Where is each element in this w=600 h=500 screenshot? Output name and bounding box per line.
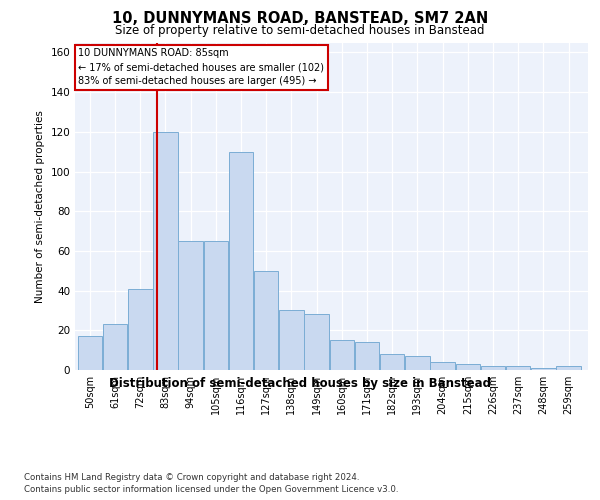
Bar (405, 356, 430, 370)
Bar (380, 354, 404, 370)
Text: 10, DUNNYMANS ROAD, BANSTEAD, SM7 2AN: 10, DUNNYMANS ROAD, BANSTEAD, SM7 2AN (112, 11, 488, 26)
Bar (355, 342, 379, 370)
Bar (279, 310, 304, 370)
Bar (153, 132, 178, 370)
Bar (556, 366, 581, 370)
Bar (103, 324, 127, 370)
Bar (178, 241, 203, 370)
Text: Size of property relative to semi-detached houses in Banstead: Size of property relative to semi-detach… (115, 24, 485, 37)
Bar (77, 336, 102, 370)
Bar (455, 364, 480, 370)
Bar (304, 314, 329, 370)
Text: 10 DUNNYMANS ROAD: 85sqm
← 17% of semi-detached houses are smaller (102)
83% of : 10 DUNNYMANS ROAD: 85sqm ← 17% of semi-d… (79, 48, 325, 86)
Text: Contains public sector information licensed under the Open Government Licence v3: Contains public sector information licen… (24, 485, 398, 494)
Bar (128, 288, 152, 370)
Text: Distribution of semi-detached houses by size in Banstead: Distribution of semi-detached houses by … (109, 378, 491, 390)
Bar (531, 368, 556, 370)
Bar (329, 340, 354, 370)
Bar (430, 362, 455, 370)
Bar (203, 241, 228, 370)
Bar (506, 366, 530, 370)
Bar (229, 152, 253, 370)
Bar (481, 366, 505, 370)
Text: Contains HM Land Registry data © Crown copyright and database right 2024.: Contains HM Land Registry data © Crown c… (24, 472, 359, 482)
Y-axis label: Number of semi-detached properties: Number of semi-detached properties (35, 110, 45, 302)
Bar (254, 271, 278, 370)
